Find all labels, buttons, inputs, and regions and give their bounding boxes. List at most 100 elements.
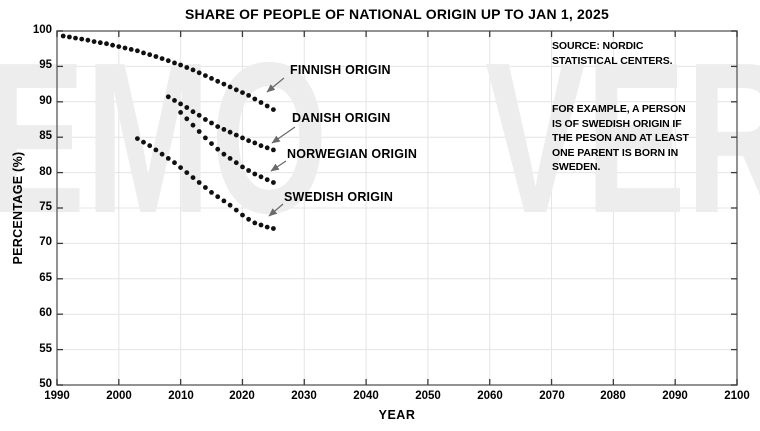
data-dot-danish [209,120,214,126]
data-dot-finnish [233,87,239,93]
data-dot-swedish [209,190,214,195]
series-label-danish: DANISH ORIGIN [292,111,391,125]
x-tick-label: 2020 [229,390,255,402]
data-dot-swedish [215,194,221,200]
x-axis-title: YEAR [378,408,416,422]
data-dot-swedish [246,216,252,222]
data-dot-norwegian [246,168,252,173]
data-dot-finnish [221,81,227,87]
data-dot-swedish [203,185,208,190]
arrow-finnish [266,77,285,93]
y-axis-title: PERCENTAGE (%) [11,151,25,265]
data-dot-finnish [209,76,214,81]
data-dot-danish [215,124,221,129]
data-dot-norwegian [221,151,227,157]
y-tick-label: 60 [39,307,52,319]
data-dot-danish [271,147,276,153]
data-dot-finnish [203,73,208,78]
data-dot-finnish [104,41,109,47]
data-dot-finnish [184,65,190,70]
data-dot-finnish [79,36,85,42]
data-dot-finnish [196,70,202,76]
arrow-danish [271,126,296,144]
data-dot-finnish [190,67,196,73]
data-dot-finnish [252,96,258,102]
data-dot-norwegian [209,141,214,147]
data-dot-finnish [271,107,276,112]
data-dot-danish [165,94,171,100]
data-dot-swedish [147,143,153,149]
x-tick-label: 2080 [600,390,626,402]
arrow-swedish [268,203,284,217]
data-dot-danish [190,109,196,115]
data-dot-norwegian [190,122,196,128]
data-dot-danish [233,132,239,138]
data-dot-danish [227,129,233,135]
chart-title: SHARE OF PEOPLE OF NATIONAL ORIGIN UP TO… [184,6,609,22]
data-dot-danish [246,138,252,144]
source-note: SOURCE: NORDIC STATISTICAL CENTERS. [552,40,673,67]
data-dot-swedish [184,170,190,176]
data-dot-swedish [252,220,258,226]
data-dot-finnish [264,103,270,109]
data-dot-swedish [153,147,159,153]
data-dot-finnish [159,56,165,61]
y-tick-label: 80 [39,166,52,178]
y-tick-label: 100 [32,24,52,36]
data-dot-finnish [258,100,264,105]
data-dot-finnish [153,54,159,59]
x-tick-label: 2030 [291,390,317,402]
x-tick-label: 2060 [477,390,503,402]
data-dot-finnish [240,90,245,95]
x-tick-label: 2040 [353,390,379,402]
data-dot-norwegian [233,160,239,166]
y-tick-label: 50 [39,378,52,390]
watermark: EMO VER [0,17,760,258]
data-dot-danish [258,143,264,149]
data-dot-swedish [178,165,184,171]
data-dot-swedish [165,156,171,161]
x-tick-label: 2010 [168,390,194,402]
data-dot-norwegian [196,129,202,134]
data-dot-finnish [246,93,252,98]
data-dot-danish [196,112,202,118]
series-label-norwegian: NORWEGIAN ORIGIN [287,147,418,161]
series-label-finnish: FINNISH ORIGIN [290,63,391,77]
x-tick-label: 2090 [662,390,688,402]
data-dot-swedish [172,160,177,166]
data-dot-swedish [233,207,239,213]
data-dot-norwegian [264,177,270,183]
data-dot-swedish [190,175,196,181]
data-dot-finnish [215,78,221,84]
data-dot-norwegian [240,164,245,170]
data-dot-norwegian [258,174,264,180]
data-dot-norwegian [178,110,184,115]
example-note: FOR EXAMPLE, A PERSON IS OF SWEDISH ORIG… [552,103,689,173]
data-dot-finnish [172,60,177,66]
data-dot-finnish [122,45,128,51]
x-tick-label: 2100 [724,390,750,402]
y-tick-label: 55 [39,343,52,355]
y-tick-label: 75 [39,201,52,213]
data-dot-finnish [147,52,153,58]
data-dot-swedish [271,226,276,231]
data-dot-finnish [110,42,115,48]
data-dot-swedish [258,222,264,228]
data-dot-norwegian [227,156,233,161]
y-tick-label: 90 [39,95,52,107]
data-dot-danish [221,126,227,132]
y-tick-label: 85 [39,130,52,142]
data-dot-finnish [85,37,91,43]
data-dot-finnish [178,62,184,68]
arrow-norwegian [270,160,287,172]
data-dot-danish [172,98,177,103]
data-dot-swedish [135,136,140,142]
data-dot-swedish [240,212,245,218]
y-tick-label: 70 [39,236,52,248]
data-dot-finnish [116,44,122,49]
data-dot-swedish [141,139,146,145]
x-tick-label: 1990 [44,390,70,402]
data-dot-norwegian [215,146,221,152]
